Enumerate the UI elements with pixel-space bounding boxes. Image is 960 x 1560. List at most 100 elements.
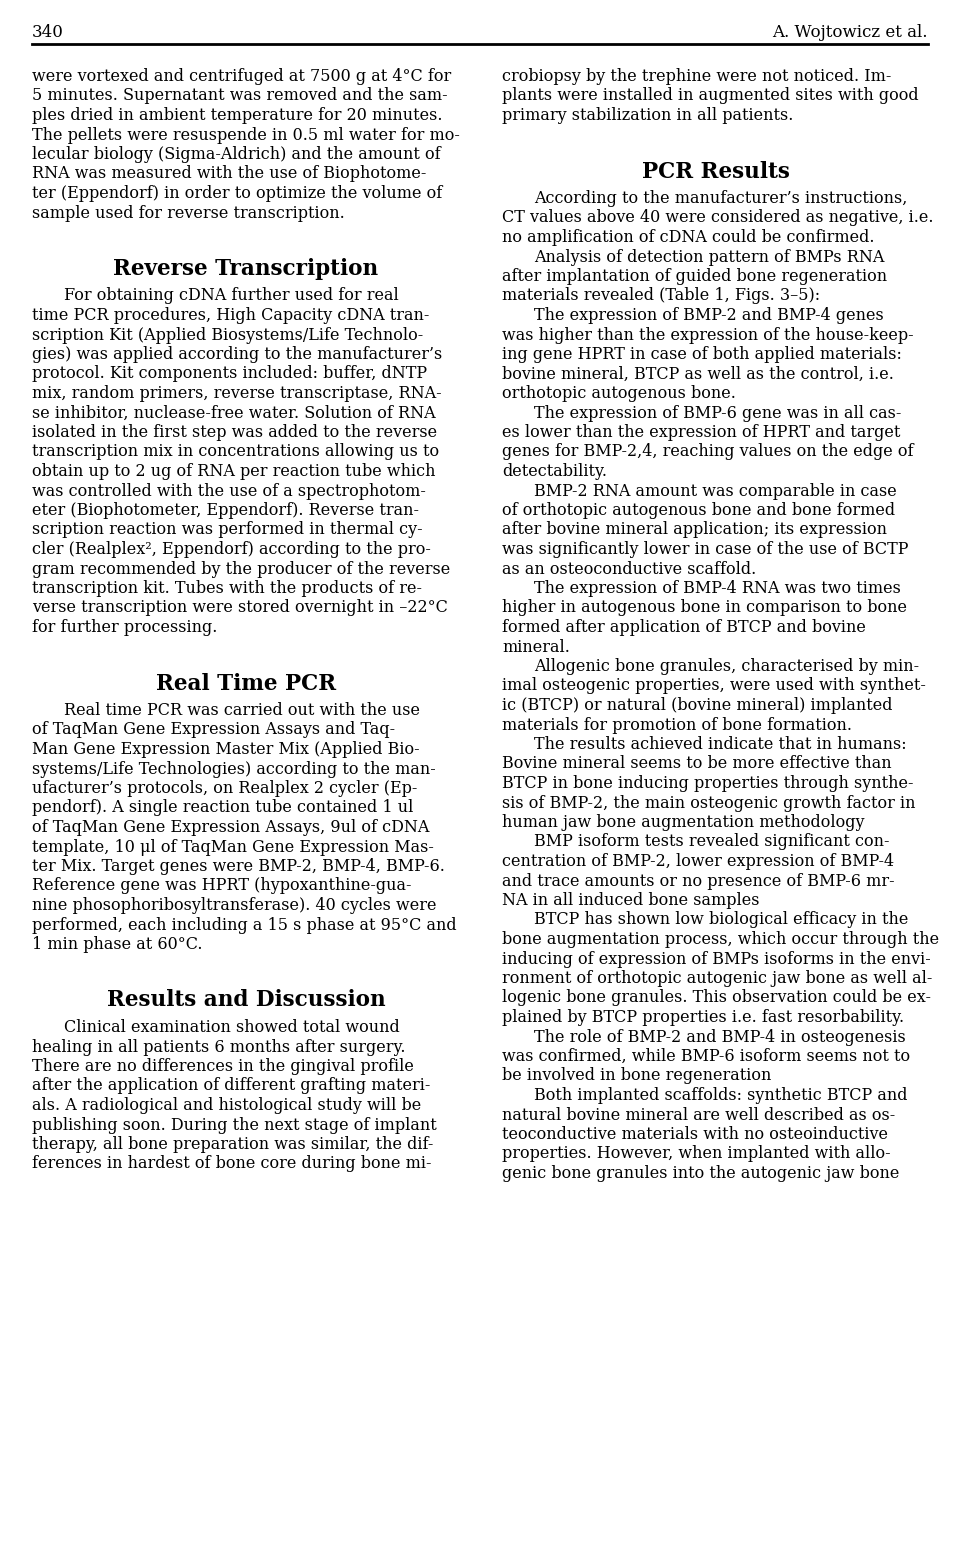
- Text: human jaw bone augmentation methodology: human jaw bone augmentation methodology: [502, 814, 865, 831]
- Text: es lower than the expression of HPRT and target: es lower than the expression of HPRT and…: [502, 424, 900, 441]
- Text: CT values above 40 were considered as negative, i.e.: CT values above 40 were considered as ne…: [502, 209, 933, 226]
- Text: was confirmed, while BMP-6 isoform seems not to: was confirmed, while BMP-6 isoform seems…: [502, 1048, 910, 1065]
- Text: gies) was applied according to the manufacturer’s: gies) was applied according to the manuf…: [32, 346, 443, 363]
- Text: ter Mix. Target genes were BMP-2, BMP-4, BMP-6.: ter Mix. Target genes were BMP-2, BMP-4,…: [32, 858, 444, 875]
- Text: primary stabilization in all patients.: primary stabilization in all patients.: [502, 108, 793, 123]
- Text: A. Wojtowicz et al.: A. Wojtowicz et al.: [773, 23, 928, 41]
- Text: teoconductive materials with no osteoinductive: teoconductive materials with no osteoind…: [502, 1126, 888, 1143]
- Text: gram recommended by the producer of the reverse: gram recommended by the producer of the …: [32, 560, 450, 577]
- Text: Reverse Transcription: Reverse Transcription: [113, 257, 378, 279]
- Text: materials for promotion of bone formation.: materials for promotion of bone formatio…: [502, 716, 852, 733]
- Text: of TaqMan Gene Expression Assays, 9ul of cDNA: of TaqMan Gene Expression Assays, 9ul of…: [32, 819, 429, 836]
- Text: Analysis of detection pattern of BMPs RNA: Analysis of detection pattern of BMPs RN…: [534, 248, 884, 265]
- Text: orthotopic autogenous bone.: orthotopic autogenous bone.: [502, 385, 736, 402]
- Text: se inhibitor, nuclease-free water. Solution of RNA: se inhibitor, nuclease-free water. Solut…: [32, 404, 436, 421]
- Text: ing gene HPRT in case of both applied materials:: ing gene HPRT in case of both applied ma…: [502, 346, 901, 363]
- Text: scription reaction was performed in thermal cy-: scription reaction was performed in ther…: [32, 521, 422, 538]
- Text: for further processing.: for further processing.: [32, 619, 217, 636]
- Text: no amplification of cDNA could be confirmed.: no amplification of cDNA could be confir…: [502, 229, 875, 246]
- Text: als. A radiological and histological study will be: als. A radiological and histological stu…: [32, 1097, 421, 1114]
- Text: sis of BMP-2, the main osteogenic growth factor in: sis of BMP-2, the main osteogenic growth…: [502, 794, 916, 811]
- Text: Real Time PCR: Real Time PCR: [156, 672, 336, 694]
- Text: Clinical examination showed total wound: Clinical examination showed total wound: [64, 1019, 399, 1036]
- Text: mineral.: mineral.: [502, 638, 570, 655]
- Text: of TaqMan Gene Expression Assays and Taq-: of TaqMan Gene Expression Assays and Taq…: [32, 721, 396, 738]
- Text: sample used for reverse transcription.: sample used for reverse transcription.: [32, 204, 345, 222]
- Text: BTCP in bone inducing properties through synthe-: BTCP in bone inducing properties through…: [502, 775, 914, 792]
- Text: Man Gene Expression Master Mix (Applied Bio-: Man Gene Expression Master Mix (Applied …: [32, 741, 420, 758]
- Text: verse transcription were stored overnight in –22°C: verse transcription were stored overnigh…: [32, 599, 448, 616]
- Text: 340: 340: [32, 23, 64, 41]
- Text: detectability.: detectability.: [502, 463, 607, 480]
- Text: mix, random primers, reverse transcriptase, RNA-: mix, random primers, reverse transcripta…: [32, 385, 442, 402]
- Text: of orthotopic autogenous bone and bone formed: of orthotopic autogenous bone and bone f…: [502, 502, 895, 519]
- Text: ples dried in ambient temperature for 20 minutes.: ples dried in ambient temperature for 20…: [32, 108, 443, 123]
- Text: materials revealed (Table 1, Figs. 3–5):: materials revealed (Table 1, Figs. 3–5):: [502, 287, 820, 304]
- Text: BMP isoform tests revealed significant con-: BMP isoform tests revealed significant c…: [534, 833, 890, 850]
- Text: genic bone granules into the autogenic jaw bone: genic bone granules into the autogenic j…: [502, 1165, 900, 1182]
- Text: performed, each including a 15 s phase at 95°C and: performed, each including a 15 s phase a…: [32, 917, 457, 933]
- Text: The role of BMP-2 and BMP-4 in osteogenesis: The role of BMP-2 and BMP-4 in osteogene…: [534, 1028, 905, 1045]
- Text: nine phosophoribosyltransferase). 40 cycles were: nine phosophoribosyltransferase). 40 cyc…: [32, 897, 437, 914]
- Text: The expression of BMP-4 RNA was two times: The expression of BMP-4 RNA was two time…: [534, 580, 900, 597]
- Text: BMP-2 RNA amount was comparable in case: BMP-2 RNA amount was comparable in case: [534, 482, 897, 499]
- Text: ufacturer’s protocols, on Realplex 2 cycler (Ep-: ufacturer’s protocols, on Realplex 2 cyc…: [32, 780, 418, 797]
- Text: plants were installed in augmented sites with good: plants were installed in augmented sites…: [502, 87, 919, 105]
- Text: For obtaining cDNA further used for real: For obtaining cDNA further used for real: [64, 287, 398, 304]
- Text: NA in all induced bone samples: NA in all induced bone samples: [502, 892, 759, 909]
- Text: formed after application of BTCP and bovine: formed after application of BTCP and bov…: [502, 619, 866, 636]
- Text: The pellets were resuspende in 0.5 ml water for mo-: The pellets were resuspende in 0.5 ml wa…: [32, 126, 460, 144]
- Text: There are no differences in the gingival profile: There are no differences in the gingival…: [32, 1058, 414, 1075]
- Text: and trace amounts or no presence of BMP-6 mr-: and trace amounts or no presence of BMP-…: [502, 872, 895, 889]
- Text: natural bovine mineral are well described as os-: natural bovine mineral are well describe…: [502, 1106, 896, 1123]
- Text: after the application of different grafting materi-: after the application of different graft…: [32, 1078, 430, 1095]
- Text: after implantation of guided bone regeneration: after implantation of guided bone regene…: [502, 268, 887, 285]
- Text: be involved in bone regeneration: be involved in bone regeneration: [502, 1067, 772, 1084]
- Text: protocol. Kit components included: buffer, dNTP: protocol. Kit components included: buffe…: [32, 365, 427, 382]
- Text: cler (Realplex², Eppendorf) according to the pro-: cler (Realplex², Eppendorf) according to…: [32, 541, 431, 558]
- Text: was significantly lower in case of the use of BCTP: was significantly lower in case of the u…: [502, 541, 908, 558]
- Text: bovine mineral, BTCP as well as the control, i.e.: bovine mineral, BTCP as well as the cont…: [502, 365, 894, 382]
- Text: Bovine mineral seems to be more effective than: Bovine mineral seems to be more effectiv…: [502, 755, 892, 772]
- Text: obtain up to 2 ug of RNA per reaction tube which: obtain up to 2 ug of RNA per reaction tu…: [32, 463, 436, 480]
- Text: ter (Eppendorf) in order to optimize the volume of: ter (Eppendorf) in order to optimize the…: [32, 186, 443, 201]
- Text: were vortexed and centrifuged at 7500 g at 4°C for: were vortexed and centrifuged at 7500 g …: [32, 69, 451, 84]
- Text: time PCR procedures, High Capacity cDNA tran-: time PCR procedures, High Capacity cDNA …: [32, 307, 429, 324]
- Text: plained by BTCP properties i.e. fast resorbability.: plained by BTCP properties i.e. fast res…: [502, 1009, 904, 1026]
- Text: Reference gene was HPRT (hypoxanthine-gua-: Reference gene was HPRT (hypoxanthine-gu…: [32, 877, 412, 894]
- Text: BTCP has shown low biological efficacy in the: BTCP has shown low biological efficacy i…: [534, 911, 908, 928]
- Text: 5 minutes. Supernatant was removed and the sam-: 5 minutes. Supernatant was removed and t…: [32, 87, 447, 105]
- Text: eter (Biophotometer, Eppendorf). Reverse tran-: eter (Biophotometer, Eppendorf). Reverse…: [32, 502, 419, 519]
- Text: The expression of BMP-6 gene was in all cas-: The expression of BMP-6 gene was in all …: [534, 404, 901, 421]
- Text: Results and Discussion: Results and Discussion: [107, 989, 385, 1011]
- Text: inducing of expression of BMPs isoforms in the envi-: inducing of expression of BMPs isoforms …: [502, 950, 931, 967]
- Text: was controlled with the use of a spectrophotom-: was controlled with the use of a spectro…: [32, 482, 426, 499]
- Text: logenic bone granules. This observation could be ex-: logenic bone granules. This observation …: [502, 989, 931, 1006]
- Text: RNA was measured with the use of Biophotome-: RNA was measured with the use of Biophot…: [32, 165, 426, 183]
- Text: lecular biology (Sigma-Aldrich) and the amount of: lecular biology (Sigma-Aldrich) and the …: [32, 147, 441, 162]
- Text: ic (BTCP) or natural (bovine mineral) implanted: ic (BTCP) or natural (bovine mineral) im…: [502, 697, 893, 714]
- Text: publishing soon. During the next stage of implant: publishing soon. During the next stage o…: [32, 1117, 437, 1134]
- Text: transcription kit. Tubes with the products of re-: transcription kit. Tubes with the produc…: [32, 580, 422, 597]
- Text: scription Kit (Applied Biosystems/Life Technolo-: scription Kit (Applied Biosystems/Life T…: [32, 326, 423, 343]
- Text: was higher than the expression of the house-keep-: was higher than the expression of the ho…: [502, 326, 914, 343]
- Text: Real time PCR was carried out with the use: Real time PCR was carried out with the u…: [64, 702, 420, 719]
- Text: properties. However, when implanted with allo-: properties. However, when implanted with…: [502, 1145, 891, 1162]
- Text: Both implanted scaffolds: synthetic BTCP and: Both implanted scaffolds: synthetic BTCP…: [534, 1087, 907, 1104]
- Text: ronment of orthotopic autogenic jaw bone as well al-: ronment of orthotopic autogenic jaw bone…: [502, 970, 932, 987]
- Text: genes for BMP-2,4, reaching values on the edge of: genes for BMP-2,4, reaching values on th…: [502, 443, 914, 460]
- Text: ferences in hardest of bone core during bone mi-: ferences in hardest of bone core during …: [32, 1156, 431, 1173]
- Text: PCR Results: PCR Results: [642, 161, 790, 183]
- Text: systems/Life Technologies) according to the man-: systems/Life Technologies) according to …: [32, 761, 436, 777]
- Text: isolated in the first step was added to the reverse: isolated in the first step was added to …: [32, 424, 437, 441]
- Text: crobiopsy by the trephine were not noticed. Im-: crobiopsy by the trephine were not notic…: [502, 69, 892, 84]
- Text: 1 min phase at 60°C.: 1 min phase at 60°C.: [32, 936, 203, 953]
- Text: The results achieved indicate that in humans:: The results achieved indicate that in hu…: [534, 736, 906, 753]
- Text: According to the manufacturer’s instructions,: According to the manufacturer’s instruct…: [534, 190, 907, 207]
- Text: Allogenic bone granules, characterised by min-: Allogenic bone granules, characterised b…: [534, 658, 919, 675]
- Text: template, 10 μl of TaqMan Gene Expression Mas-: template, 10 μl of TaqMan Gene Expressio…: [32, 839, 434, 855]
- Text: pendorf). A single reaction tube contained 1 ul: pendorf). A single reaction tube contain…: [32, 799, 414, 816]
- Text: after bovine mineral application; its expression: after bovine mineral application; its ex…: [502, 521, 887, 538]
- Text: therapy, all bone preparation was similar, the dif-: therapy, all bone preparation was simila…: [32, 1136, 433, 1153]
- Text: higher in autogenous bone in comparison to bone: higher in autogenous bone in comparison …: [502, 599, 907, 616]
